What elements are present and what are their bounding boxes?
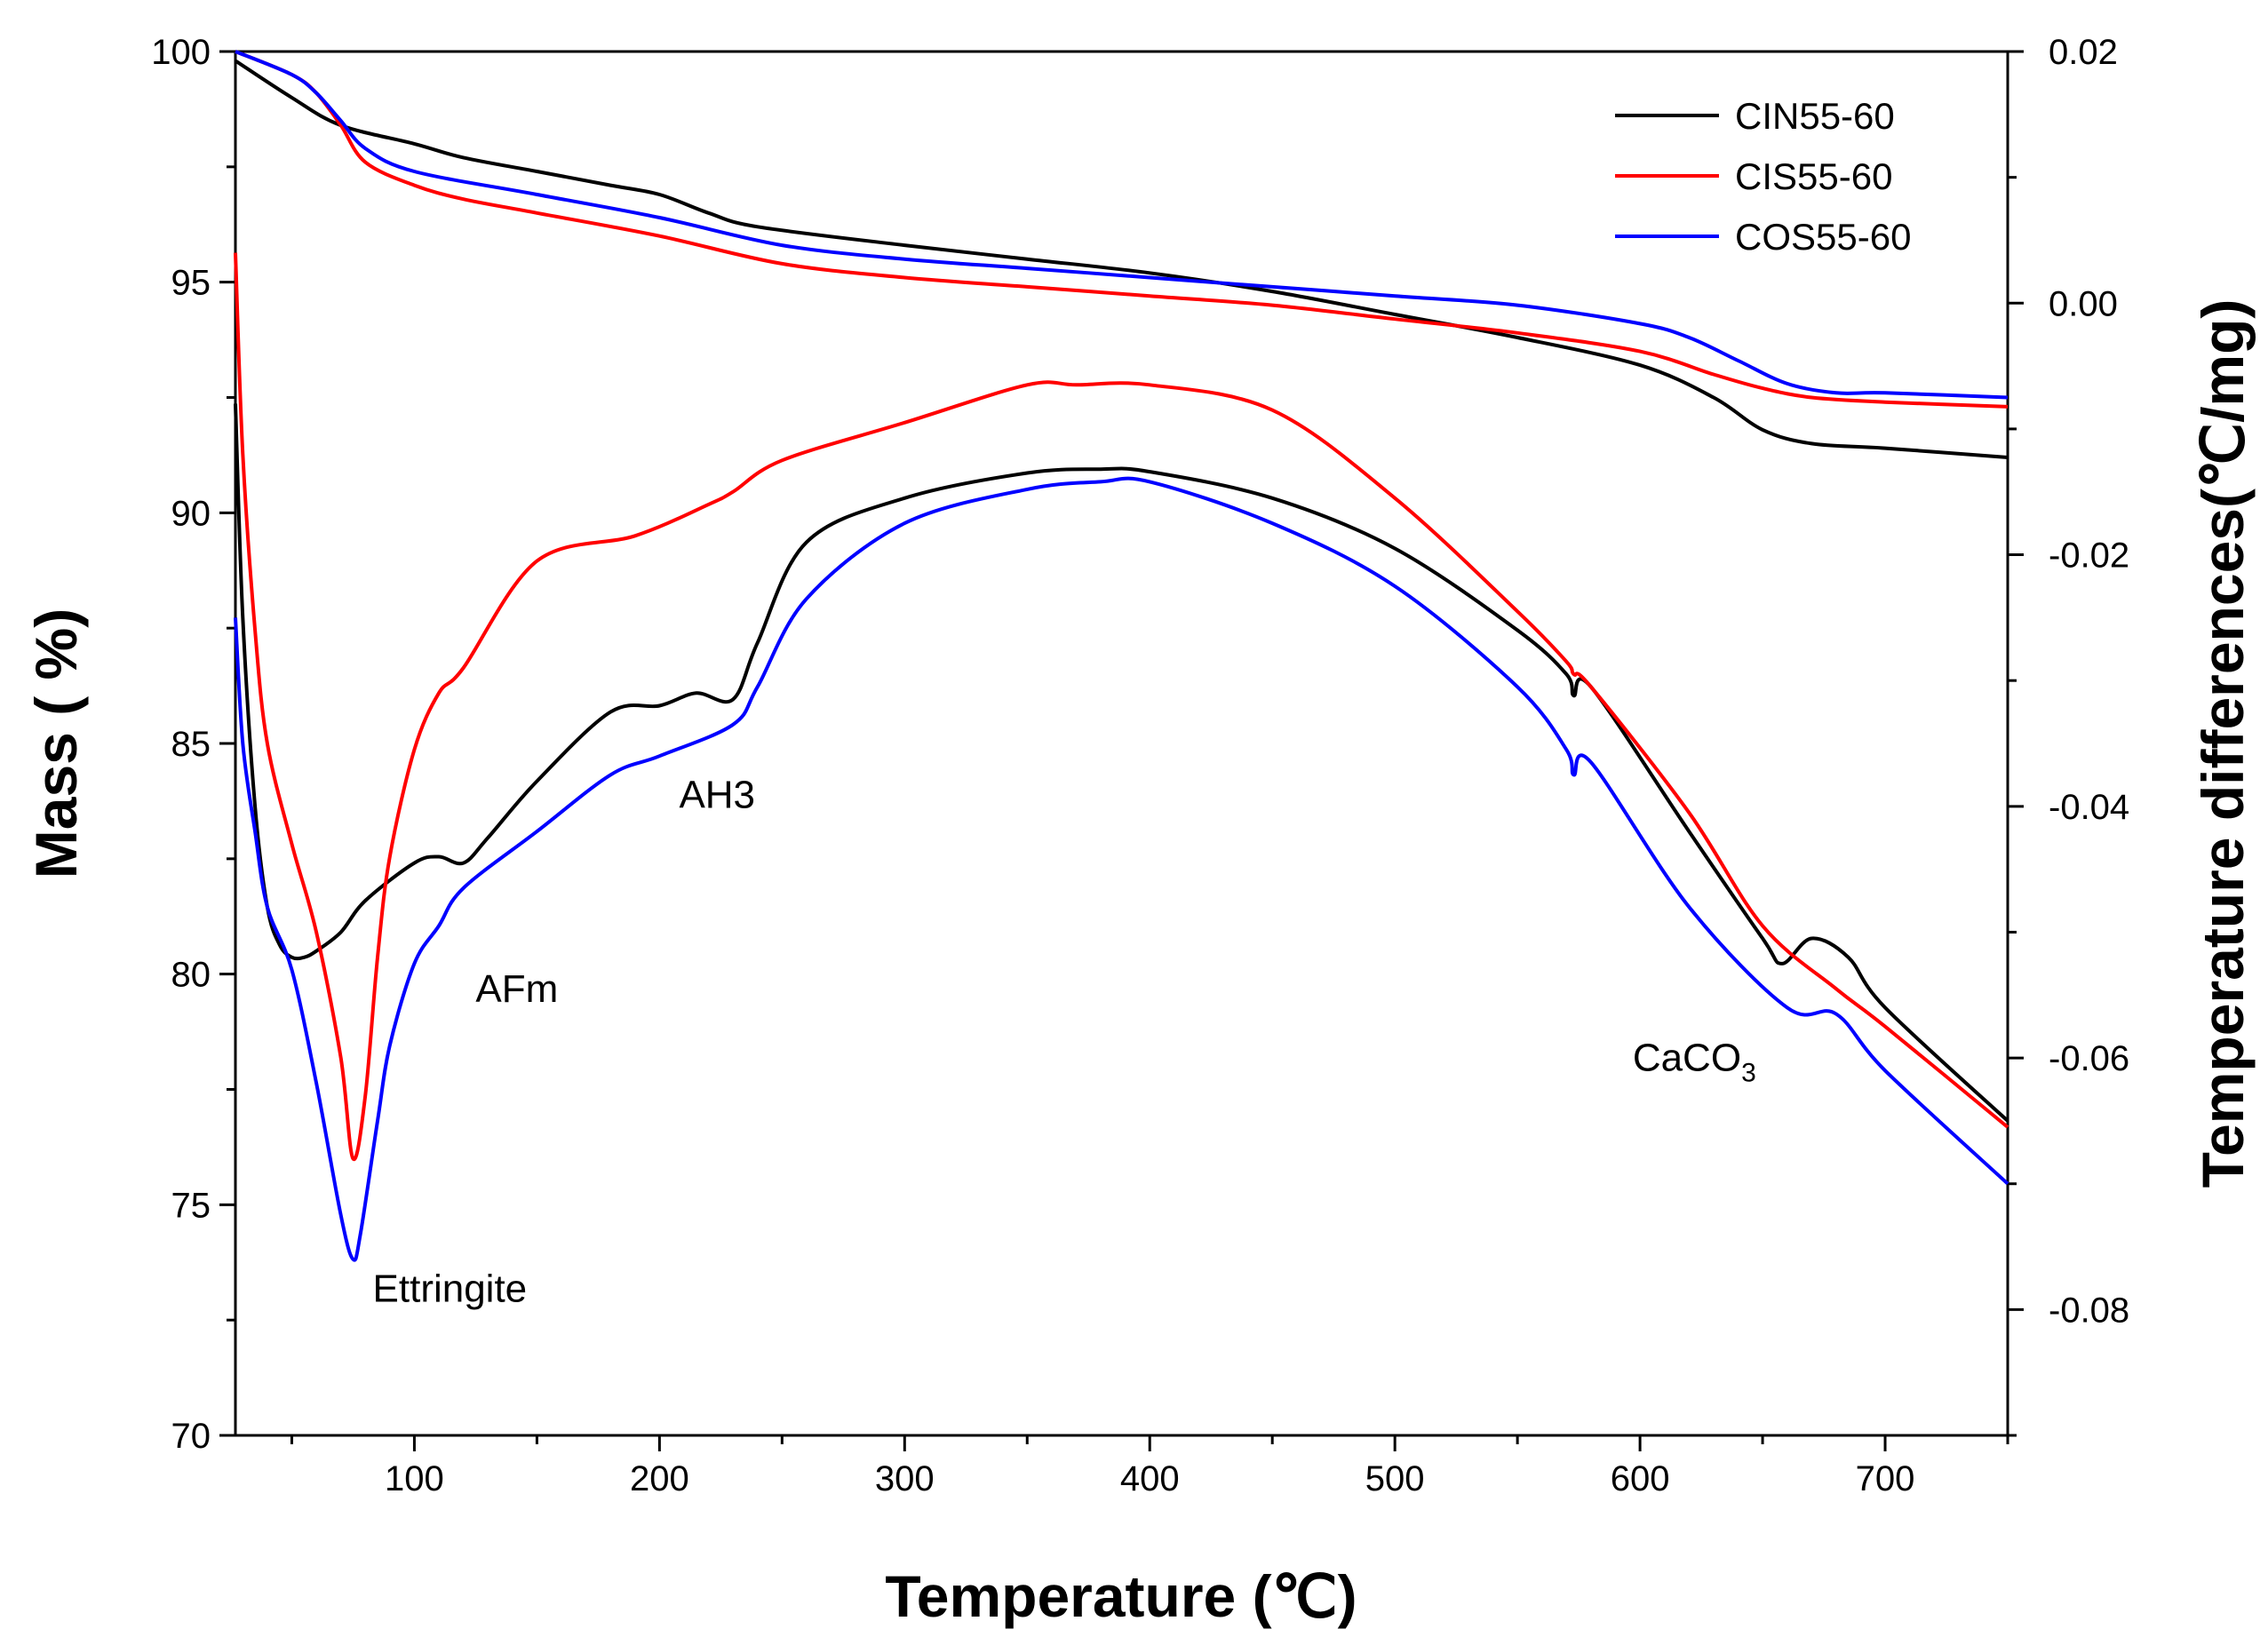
legend-label: CIS55-60: [1735, 155, 1892, 197]
annotation-ah3: AH3: [679, 774, 755, 817]
x-tick-label: 100: [385, 1459, 444, 1498]
cos55-60-dta-line: [234, 476, 2009, 1262]
x-tick-label: 600: [1611, 1459, 1670, 1498]
left-y-tick-label: 75: [171, 1186, 211, 1225]
annotation-ettringite: Ettringite: [373, 1267, 528, 1310]
plot-frame: [234, 50, 2009, 1437]
right-y-tick-label: -0.08: [2049, 1291, 2129, 1330]
left-y-axis-title: Mass ( %): [23, 608, 89, 878]
right-y-tick-label: -0.04: [2049, 788, 2129, 827]
legend-label: CIN55-60: [1735, 95, 1895, 137]
left-y-tick-label: 90: [171, 494, 211, 533]
cos55-60-line: [235, 50, 2009, 400]
left-y-axis-ticks: 70 75 80 85 90 95 100: [151, 33, 235, 1456]
left-y-tick-label: 100: [151, 33, 211, 72]
x-axis-ticks: 100 200 300 400 500 600 700: [290, 1435, 2009, 1498]
left-y-tick-label: 95: [171, 264, 211, 303]
series-layer: [234, 50, 2009, 1262]
cis55-60-line: [235, 50, 2009, 409]
x-tick-label: 400: [1120, 1459, 1180, 1498]
left-y-tick-label: 70: [171, 1417, 211, 1456]
right-y-tick-label: 0.02: [2049, 33, 2118, 72]
x-axis-title: Temperature (℃): [885, 1563, 1357, 1629]
cin55-60-line: [234, 59, 2009, 459]
x-tick-label: 300: [875, 1459, 935, 1498]
x-tick-label: 200: [630, 1459, 689, 1498]
left-y-tick-label: 80: [171, 956, 211, 995]
right-y-tick-label: -0.06: [2049, 1039, 2129, 1078]
legend: CIN55-60 CIS55-60 COS55-60: [1615, 95, 1911, 258]
annotation-afm: AFm: [475, 967, 558, 1011]
right-y-tick-label: 0.00: [2049, 284, 2118, 323]
x-tick-label: 500: [1365, 1459, 1425, 1498]
right-y-tick-label: -0.02: [2049, 536, 2129, 576]
cin55-60-dta-line: [234, 403, 2009, 1123]
annotation-caco3: CaCO3: [1633, 1037, 1756, 1088]
annotation-layer: Ettringite AFm AH3 CaCO3: [373, 774, 1756, 1311]
legend-label: COS55-60: [1735, 216, 1911, 258]
right-y-axis-title: Temperature differences(℃/mg): [2190, 299, 2256, 1188]
cis55-60-dta-line: [234, 252, 2009, 1162]
right-y-axis-ticks: -0.08 -0.06 -0.04 -0.02 0.00 0.02: [2008, 33, 2129, 1437]
x-tick-label: 700: [1856, 1459, 1915, 1498]
left-y-tick-label: 85: [171, 725, 211, 764]
